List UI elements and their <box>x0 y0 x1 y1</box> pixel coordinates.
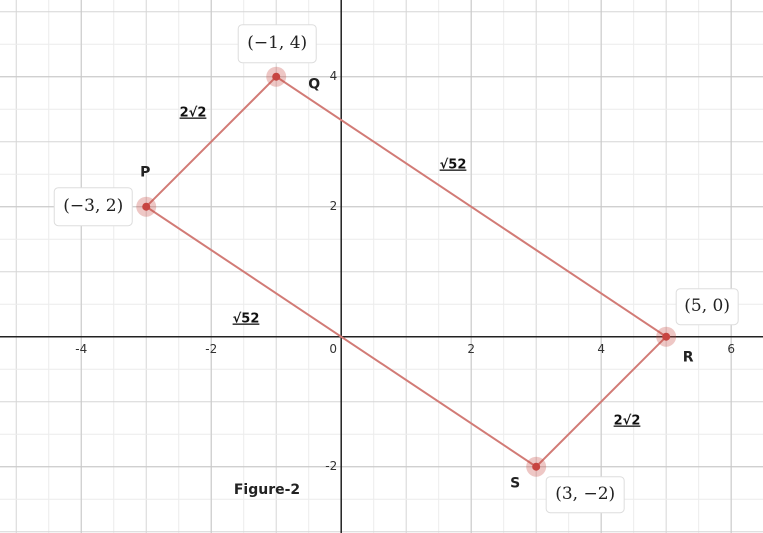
caption: Figure-2 <box>234 482 300 498</box>
x-tick-label: -4 <box>75 342 87 356</box>
point-name: S <box>510 476 520 492</box>
point <box>272 72 281 81</box>
y-tick-label: -2 <box>325 459 337 473</box>
point-name: Q <box>308 77 320 93</box>
point-label: (−1, 4) <box>247 33 307 53</box>
y-tick-label: 2 <box>330 199 338 213</box>
x-tick-label: 0 <box>329 342 337 356</box>
point <box>662 332 671 341</box>
label-box <box>545 476 625 514</box>
point-name: R <box>683 350 694 366</box>
label-box <box>53 187 133 227</box>
x-tick-label: 2 <box>467 342 475 356</box>
label-box <box>675 288 739 326</box>
side-label: √52 <box>233 312 260 327</box>
point-label: (5, 0) <box>684 296 730 316</box>
x-tick-label: 4 <box>597 342 605 356</box>
x-tick-label: -2 <box>205 342 217 356</box>
x-tick-label: 6 <box>727 342 735 356</box>
point <box>532 462 541 471</box>
side-label: √52 <box>440 158 467 173</box>
point-label: (−3, 2) <box>63 196 123 216</box>
side-label: 2√2 <box>614 414 641 429</box>
label-box <box>237 24 317 64</box>
point-label: (3, −2) <box>555 484 615 504</box>
side-label: 2√2 <box>180 106 207 121</box>
y-tick-label: 4 <box>330 69 338 83</box>
point-name: P <box>140 165 150 181</box>
point <box>142 202 151 211</box>
